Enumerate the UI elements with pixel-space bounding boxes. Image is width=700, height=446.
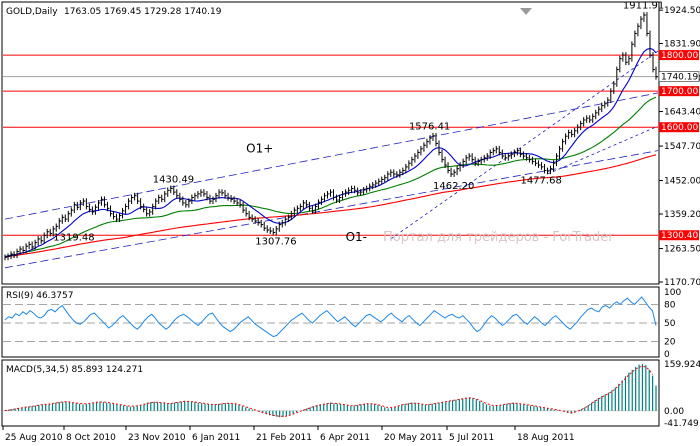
price-tick-label: 1452.00 bbox=[664, 177, 700, 187]
price-annotation: 1307.76 bbox=[255, 237, 296, 248]
level-label: 1740.19 bbox=[661, 73, 698, 83]
price-bars-layer bbox=[4, 12, 658, 261]
level-label-box bbox=[659, 50, 699, 61]
chart-header-symbol: GOLD,Daily bbox=[6, 7, 58, 17]
rsi-tick-label: 100 bbox=[664, 288, 681, 298]
price-tick-label: 1547.70 bbox=[664, 142, 700, 152]
price-axis: 1924.501831.901736.201643.401547.701452.… bbox=[659, 6, 700, 288]
rsi-axis: 100 80 50 20 0 bbox=[664, 288, 681, 360]
annotations-layer: 1911.91 1576.41 1462.20 1477.68 1430.49 1319.… bbox=[53, 1, 664, 248]
level-label: 1700.00 bbox=[661, 87, 698, 97]
moving-average-line bbox=[4, 96, 657, 257]
rsi-tick-label: 20 bbox=[664, 338, 676, 348]
price-annotation: 1911.91 bbox=[623, 1, 664, 12]
price-levels-layer bbox=[3, 54, 658, 236]
macd-layer bbox=[3, 363, 658, 418]
time-tick-label: 6 Apr 2011 bbox=[320, 433, 370, 443]
macd-panel-frame bbox=[1, 359, 660, 427]
time-tick-label: 20 May 2011 bbox=[384, 433, 443, 443]
level-label: 1800.00 bbox=[661, 51, 698, 61]
time-tick-label: 18 Aug 2011 bbox=[517, 433, 575, 443]
time-tick-label: 5 Jul 2011 bbox=[449, 433, 494, 443]
shift-marker-icon bbox=[520, 8, 532, 15]
level-label-box bbox=[659, 122, 699, 133]
rsi-panel-frame bbox=[1, 286, 660, 358]
level-labels-layer: 1800.00 1700.00 1600.00 1300.40 1740.19 bbox=[658, 50, 700, 241]
level-label-box bbox=[659, 230, 699, 241]
price-annotation: 1462.20 bbox=[433, 181, 474, 192]
trendline bbox=[547, 125, 659, 175]
time-tick-label: 8 Oct 2010 bbox=[66, 433, 116, 443]
macd-title: MACD(5,34,5) 85.893 124.271 bbox=[6, 365, 143, 375]
price-tick-label: 1643.40 bbox=[664, 108, 700, 118]
macd-signal-line bbox=[4, 365, 654, 417]
time-tick-label: 21 Feb 2011 bbox=[256, 433, 312, 443]
chart-header-ohlc: 1763.05 1769.45 1729.28 1740.19 bbox=[64, 7, 222, 17]
trendline bbox=[4, 92, 659, 220]
rsi-line bbox=[4, 296, 657, 338]
macd-axis: 159.924 0.00 -41.749 bbox=[664, 360, 700, 429]
macd-tick-label: -41.749 bbox=[664, 419, 699, 429]
price-tick-label: 1359.20 bbox=[664, 210, 700, 220]
moving-average-line bbox=[4, 154, 657, 258]
rsi-tick-label: 0 bbox=[664, 350, 670, 360]
time-tick-label: 6 Jan 2011 bbox=[192, 433, 240, 443]
macd-tick-label: 159.924 bbox=[664, 360, 700, 370]
level-label-box bbox=[659, 86, 699, 97]
rsi-tick-label: 80 bbox=[664, 300, 676, 310]
level-label-box bbox=[658, 71, 700, 82]
price-annotation: 1319.48 bbox=[53, 232, 94, 243]
rsi-layer bbox=[3, 296, 658, 343]
price-annotation: 1430.49 bbox=[153, 174, 194, 185]
price-tick-label: 1924.50 bbox=[664, 6, 700, 16]
price-tick-label: 1263.50 bbox=[664, 245, 700, 255]
price-annotation: 1576.41 bbox=[409, 122, 450, 133]
price-tick-label: 1170.70 bbox=[664, 278, 700, 288]
price-annotation: O1+ bbox=[246, 141, 273, 155]
time-axis: 25 Aug 2010 8 Oct 2010 23 Nov 2010 6 Jan 20… bbox=[2, 426, 575, 443]
rsi-tick-label: 50 bbox=[664, 319, 676, 329]
price-annotation: 1477.68 bbox=[520, 175, 561, 186]
macd-tick-label: 0.00 bbox=[664, 407, 684, 417]
price-tick-label: 1831.90 bbox=[664, 40, 700, 50]
time-tick-label: 23 Nov 2010 bbox=[128, 433, 186, 443]
time-tick-label: 25 Aug 2010 bbox=[5, 433, 63, 443]
price-panel-frame bbox=[1, 1, 660, 285]
level-label: 1300.40 bbox=[661, 231, 698, 241]
watermark: Портал для трейдеров - ForTrader bbox=[383, 230, 614, 245]
level-label: 1600.00 bbox=[661, 123, 698, 133]
price-annotation: O1- bbox=[346, 230, 367, 244]
rsi-title: RSI(9) 46.3757 bbox=[6, 291, 73, 301]
trendline bbox=[4, 150, 659, 269]
